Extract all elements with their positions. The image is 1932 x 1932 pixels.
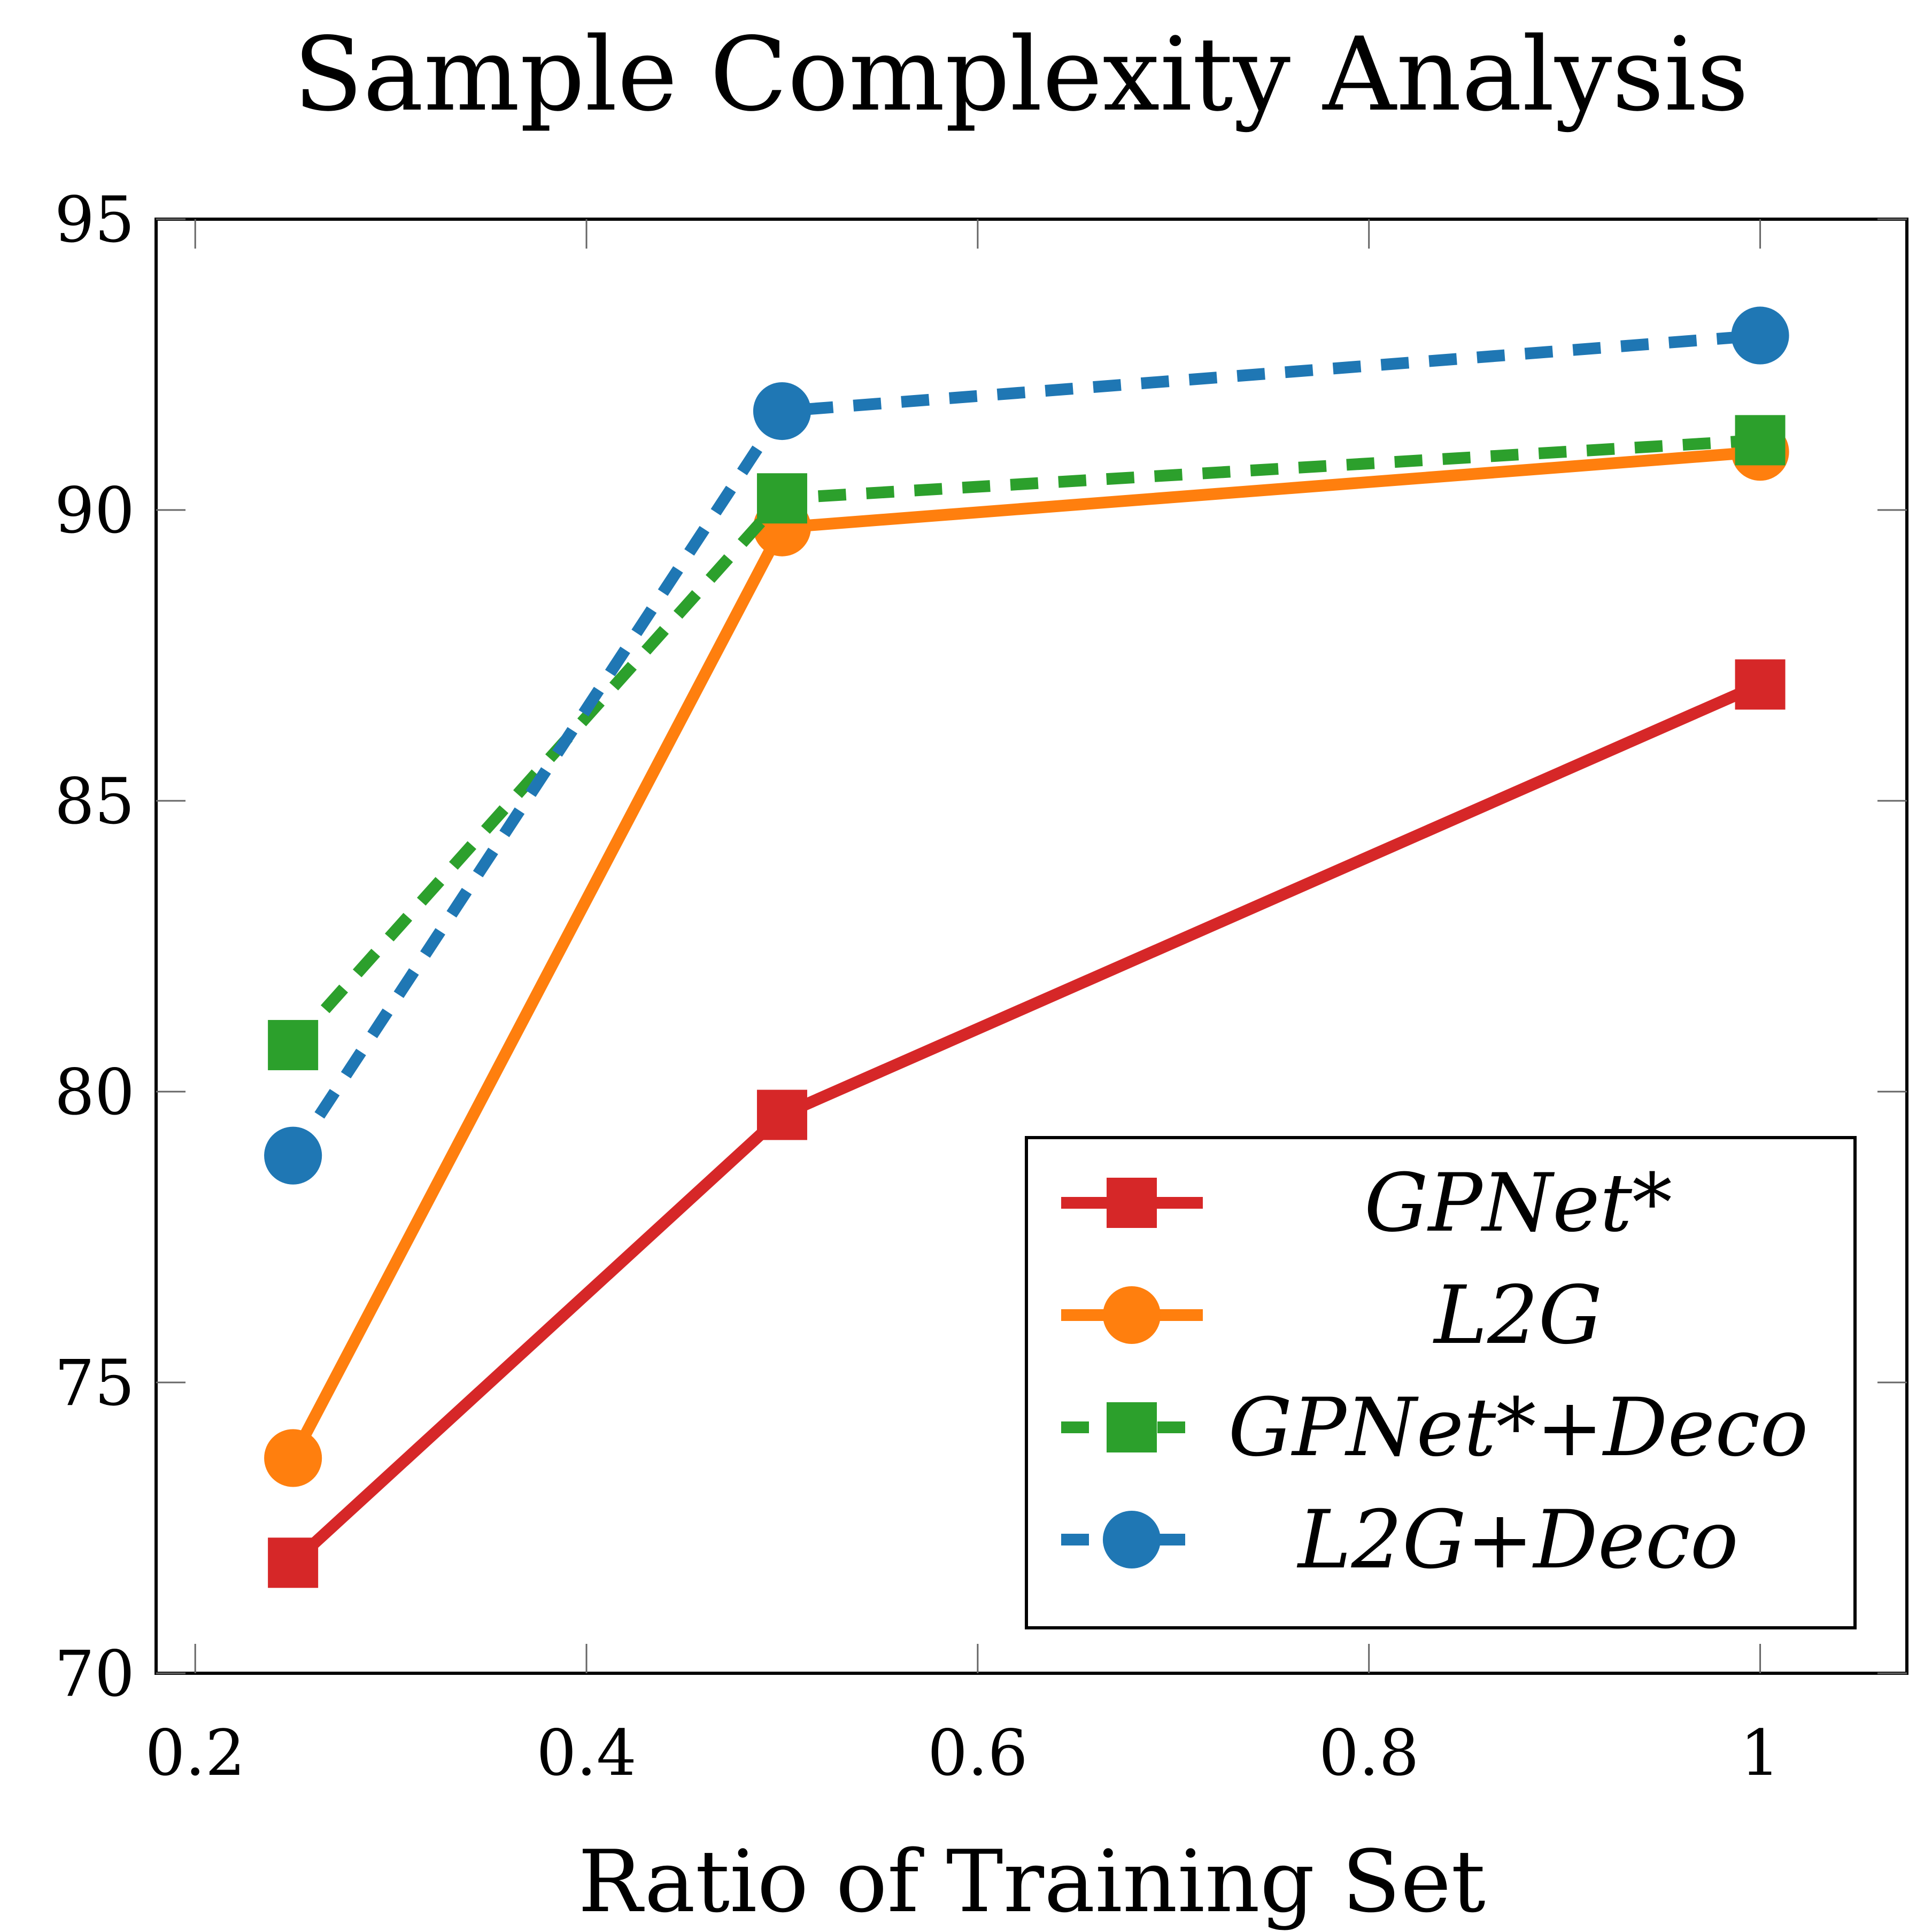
legend-label: GPNet* [1364, 1157, 1672, 1250]
legend-label: L2G [1433, 1269, 1603, 1362]
series-layer [264, 306, 1789, 1588]
x-tick-label: 0.4 [536, 1716, 637, 1790]
y-tick-label: 85 [55, 764, 135, 838]
chart-title: Sample Complexity Analysis [293, 16, 1749, 134]
legend-marker [1107, 1402, 1157, 1452]
x-tick-label: 0.8 [1319, 1716, 1419, 1790]
legend-entry-2: GPNet*+Deco [1061, 1381, 1809, 1474]
data-point [1735, 659, 1786, 710]
series-0 [268, 659, 1786, 1588]
x-tick-label: 0.6 [928, 1716, 1028, 1790]
legend: GPNet* L2G GPNet*+Deco L2G+Deco [1025, 1136, 1857, 1629]
axis-ticks: 0.2 0.4 0.6 0.8 1 70 75 80 85 90 95 [55, 183, 1907, 1790]
y-tick-label: 75 [55, 1346, 135, 1420]
data-point [1735, 415, 1786, 466]
data-point [756, 473, 807, 524]
series-line [288, 434, 1761, 1049]
legend-items: GPNet* L2G GPNet*+Deco L2G+Deco [1061, 1157, 1809, 1587]
plot-frame [154, 218, 1908, 1675]
legend-box [1025, 1136, 1857, 1629]
legend-marker [1102, 1286, 1161, 1344]
data-point [264, 1126, 322, 1185]
y-tick-label: 70 [55, 1637, 135, 1711]
legend-label: L2G+Deco [1296, 1494, 1738, 1587]
legend-entry-3: L2G+Deco [1061, 1494, 1738, 1587]
data-point [753, 382, 811, 441]
data-point [268, 1537, 319, 1588]
y-tick-label: 80 [55, 1055, 135, 1129]
legend-label: GPNet*+Deco [1228, 1381, 1808, 1474]
legend-marker [1102, 1510, 1161, 1569]
data-point [264, 1429, 322, 1487]
legend-entry-0: GPNet* [1061, 1157, 1672, 1250]
data-point [756, 1089, 807, 1140]
x-axis-label: Ratio of Training Set [578, 1831, 1486, 1931]
y-tick-label: 95 [55, 183, 135, 257]
data-point [1731, 306, 1789, 365]
data-point [268, 1019, 319, 1070]
series-2 [268, 415, 1786, 1070]
legend-marker [1107, 1178, 1157, 1228]
y-tick-label: 90 [55, 474, 135, 547]
legend-entry-1: L2G [1061, 1269, 1602, 1362]
x-tick-label: 0.2 [145, 1716, 245, 1790]
series-3 [264, 306, 1789, 1185]
x-tick-label: 1 [1740, 1716, 1780, 1790]
